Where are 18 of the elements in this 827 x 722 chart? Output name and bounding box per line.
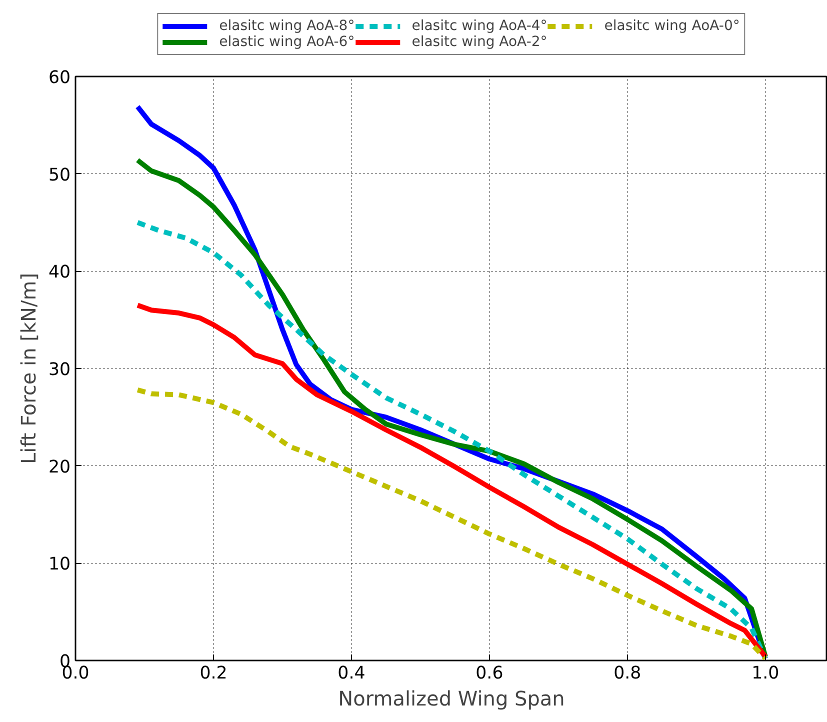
legend-label: elasitc wing AoA-0°: [604, 18, 740, 34]
x-tick-label: 0.4: [338, 664, 366, 684]
legend-label: elastic wing AoA-6°: [219, 34, 355, 50]
y-tick-label: 10: [48, 554, 71, 575]
x-axis-title: Normalized Wing Span: [338, 686, 565, 710]
x-tick-label: 0.8: [614, 664, 642, 684]
x-tick-label: 1.0: [752, 664, 780, 684]
legend-label: elasitc wing AoA-2°: [412, 34, 548, 50]
y-tick-label: 20: [48, 457, 71, 478]
x-tick-label: 0.6: [476, 664, 504, 684]
x-tick-label: 0.2: [200, 664, 228, 684]
legend-label: elasitc wing AoA-4°: [412, 18, 548, 34]
y-axis-title: Lift Force in [kN/m]: [16, 272, 40, 464]
y-tick-label: 30: [48, 360, 71, 380]
y-tick-label: 60: [48, 68, 71, 88]
y-tick-label: 50: [48, 165, 71, 186]
legend-label: elasitc wing AoA-8°: [219, 18, 355, 34]
y-tick-label: 40: [48, 262, 71, 283]
